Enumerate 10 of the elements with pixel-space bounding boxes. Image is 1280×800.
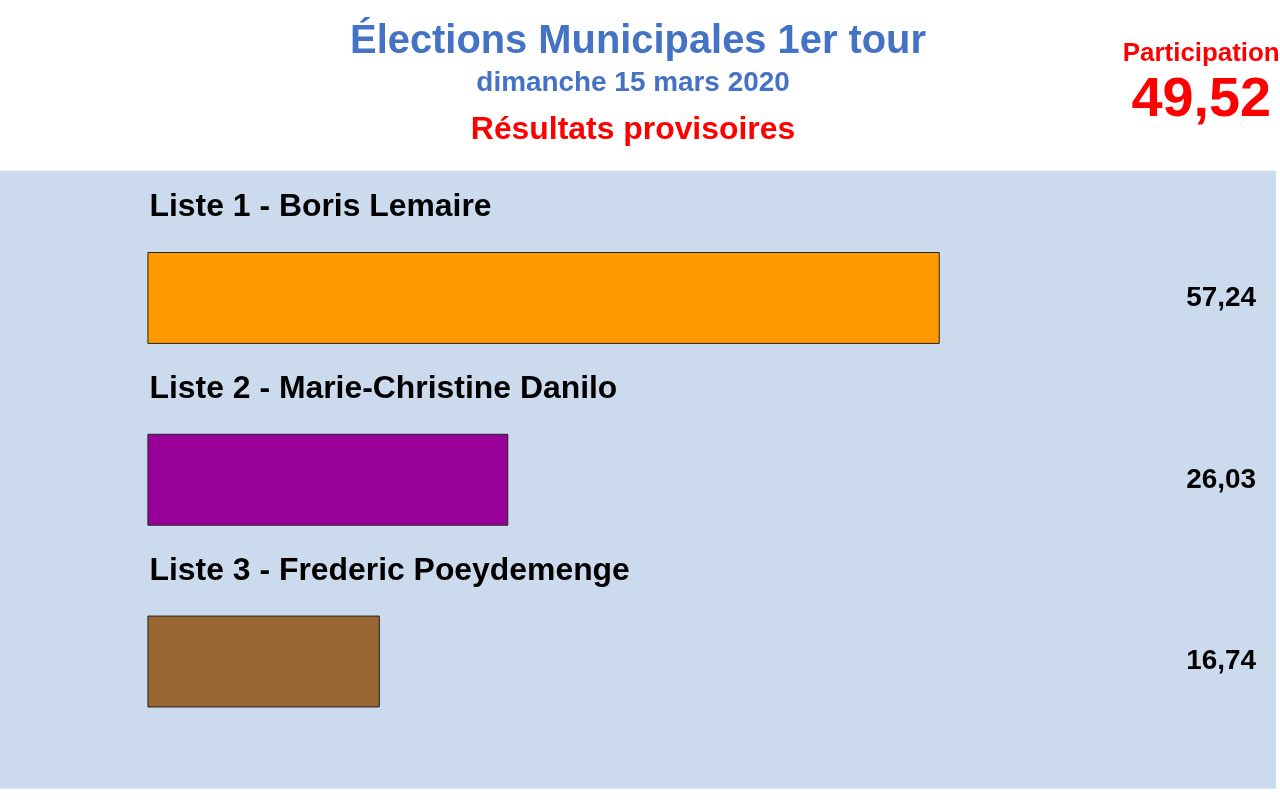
- text: Résultats provisoires: [470, 109, 796, 146]
- data-label: 26,03: [1186, 462, 1257, 494]
- chart-subtitle: dimanche 15 mars 2020: [476, 65, 790, 97]
- chart-title: Élections Municipales 1er tour: [350, 17, 926, 62]
- data-label: 16,74: [1186, 644, 1257, 676]
- text: Participation: [1122, 38, 1280, 67]
- data-label: 57,24: [1186, 280, 1257, 312]
- y-tick-label: Liste 2 - Marie-Christine Danilo: [149, 368, 618, 405]
- y-tick-label: Liste 1 - Boris Lemaire: [149, 187, 492, 224]
- y-tick-label: Liste 3 - Frederic Poeydemenge: [149, 550, 630, 587]
